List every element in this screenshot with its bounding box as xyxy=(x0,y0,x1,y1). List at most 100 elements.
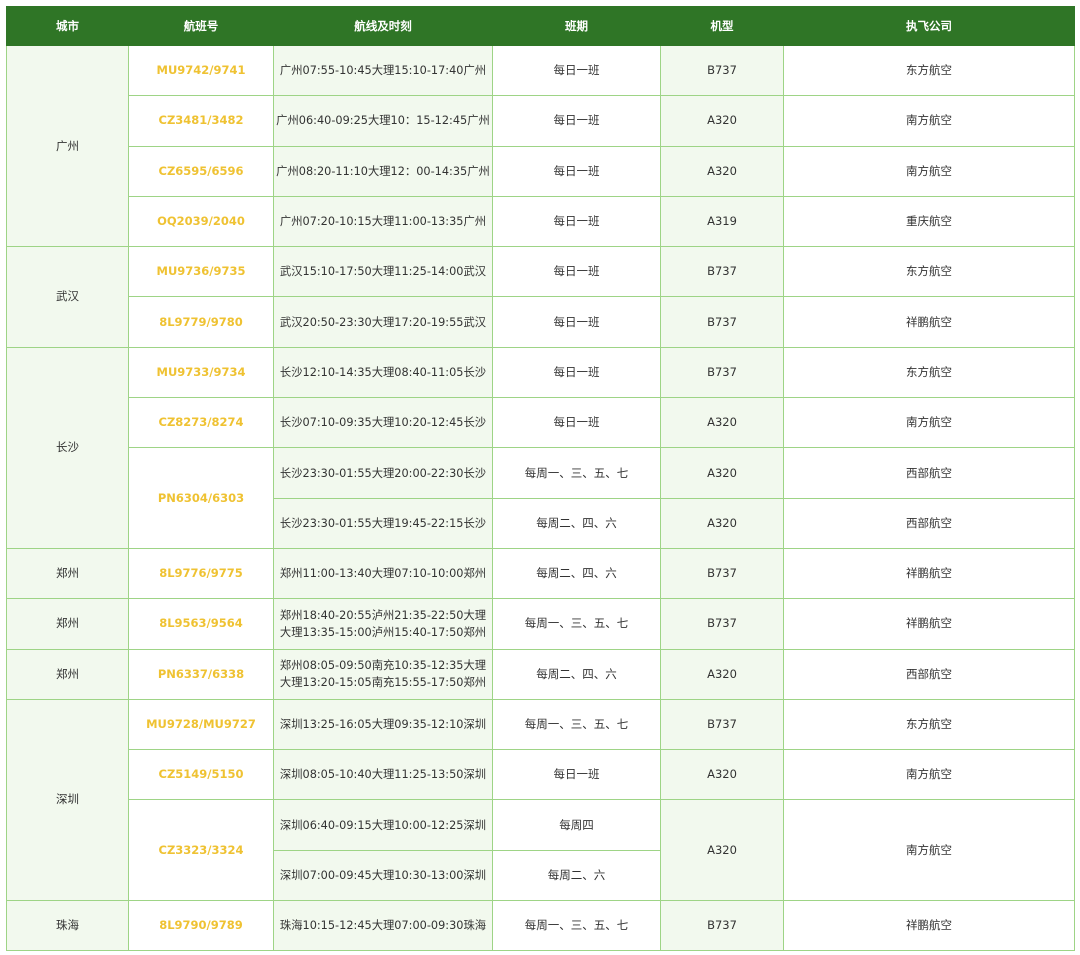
flight-number-cell: CZ8273/8274 xyxy=(128,397,274,449)
flight-number-cell: CZ6595/6596 xyxy=(128,145,274,197)
route-cell: 武汉15:10-17:50大理11:25-14:00武汉 xyxy=(273,246,493,298)
aircraft-cell: B737 xyxy=(660,598,784,650)
aircraft-cell: A320 xyxy=(660,145,784,197)
table-row: CZ5149/5150 深圳08:05-10:40大理11:25-13:50深圳每… xyxy=(7,749,1075,801)
flight-number-cell: 8L9563/9564 xyxy=(128,598,274,650)
schedule-cell: 每周二、四、六 xyxy=(492,648,661,700)
table-row: 广州 MU9742/9741 广州07:55-10:45大理15:10-17:40广… xyxy=(6,44,1075,248)
header-schedule: 班期 xyxy=(492,6,661,46)
airline-cell: 东方航空 xyxy=(783,698,1075,751)
table-row: OQ2039/2040 广州07:20-10:15大理11:00-13:35广州每… xyxy=(7,195,1075,248)
flight-number-cell: 8L9779/9780 xyxy=(128,296,274,348)
schedule-cell: 每周一、三、五、七 xyxy=(492,598,661,650)
route-cell: 广州07:20-10:15大理11:00-13:35广州 xyxy=(273,195,493,248)
airline-cell: 西部航空 xyxy=(783,447,1075,499)
schedule-cell: 每周二、四、六 xyxy=(492,547,661,600)
table-row: 武汉 MU9736/9735 武汉15:10-17:50大理11:25-14:00武… xyxy=(6,246,1075,348)
table-row: 深圳07:00-09:45大理10:30-13:00深圳 每周二、六 xyxy=(7,849,1075,902)
schedule-cell: 每日一班 xyxy=(492,44,661,97)
table-row: 郑州 8L9563/9564 郑州18:40-20:55泸州21:35-22:50大… xyxy=(6,598,1075,650)
flight-number-cell: MU9728/MU9727 xyxy=(128,698,274,751)
airline-cell: 南方航空 xyxy=(783,749,1075,801)
route-cell: 深圳08:05-10:40大理11:25-13:50深圳 xyxy=(273,749,493,801)
route-cell: 广州07:55-10:45大理15:10-17:40广州 xyxy=(273,44,493,97)
flight-number-cell: CZ3323/3324 xyxy=(128,799,274,902)
route-cell: 长沙23:30-01:55大理20:00-22:30长沙 xyxy=(273,447,493,499)
aircraft-cell: B737 xyxy=(660,698,784,751)
route-cell: 郑州11:00-13:40大理07:10-10:00郑州 xyxy=(273,547,493,600)
route-cell: 郑州18:40-20:55泸州21:35-22:50大理 大理13:35-15:… xyxy=(273,598,493,650)
aircraft-cell: A320 xyxy=(660,447,784,499)
header-row: 城市 航班号 航线及时刻 班期 机型 执飞公司 xyxy=(6,6,1075,46)
table-row: 长沙 MU9733/9734 长沙12:10-14:35大理08:40-11:05长… xyxy=(6,346,1075,549)
city-cell: 郑州 xyxy=(6,547,129,600)
table-row: PN6304/6303 长沙23:30-01:55大理20:00-22:30长沙每… xyxy=(7,447,1075,549)
route-cell: 深圳06:40-09:15大理10:00-12:25深圳 xyxy=(273,799,493,851)
aircraft-cell: B737 xyxy=(660,346,784,399)
airline-cell: 西部航空 xyxy=(783,497,1075,549)
airline-cell: 祥鹏航空 xyxy=(783,296,1075,348)
table-row: 长沙23:30-01:55大理19:45-22:15长沙 每周二、四、六 A320 西… xyxy=(7,497,1075,549)
route-cell: 深圳13:25-16:05大理09:35-12:10深圳 xyxy=(273,698,493,751)
schedule-cell: 每日一班 xyxy=(492,296,661,348)
schedule-cell: 每日一班 xyxy=(492,397,661,449)
schedule-cell: 每周二、六 xyxy=(492,849,661,902)
table-row: CZ3481/3482 广州06:40-09:25大理10：15-12:45广州每… xyxy=(7,95,1075,147)
flight-number-cell: CZ3481/3482 xyxy=(128,95,274,147)
flight-number-cell: PN6337/6338 xyxy=(128,648,274,700)
table-row: CZ8273/8274 长沙07:10-09:35大理10:20-12:45长沙每… xyxy=(7,397,1075,449)
aircraft-cell: B737 xyxy=(660,44,784,97)
header-airline: 执飞公司 xyxy=(783,6,1075,46)
airline-cell: 东方航空 xyxy=(783,246,1075,298)
city-cell: 郑州 xyxy=(6,648,129,700)
aircraft-cell: A320 xyxy=(660,95,784,147)
aircraft-cell: B737 xyxy=(660,246,784,298)
header-city: 城市 xyxy=(6,6,129,46)
schedule-cell: 每周一、三、五、七 xyxy=(492,698,661,751)
table-row: CZ3323/3324 深圳06:40-09:15大理10:00-12:25深圳每… xyxy=(7,799,1075,902)
aircraft-cell: B737 xyxy=(660,296,784,348)
aircraft-cell: A320 xyxy=(660,799,784,902)
airline-cell: 西部航空 xyxy=(783,648,1075,700)
table-row: 郑州 PN6337/6338 郑州08:05-09:50南充10:35-12:35大… xyxy=(6,648,1075,700)
schedule-cell: 每日一班 xyxy=(492,346,661,399)
table-row: 珠海 8L9790/9789 珠海10:15-12:45大理07:00-09:30珠… xyxy=(6,900,1075,952)
schedule-cell: 每日一班 xyxy=(492,246,661,298)
city-cell: 深圳 xyxy=(6,698,129,902)
header-route-times: 航线及时刻 xyxy=(273,6,493,46)
schedule-cell: 每日一班 xyxy=(492,195,661,248)
schedule-cell: 每周一、三、五、七 xyxy=(492,447,661,499)
airline-cell: 祥鹏航空 xyxy=(783,598,1075,650)
table-row: CZ6595/6596 广州08:20-11:10大理12：00-14:35广州每… xyxy=(7,145,1075,197)
schedule-cell: 每周二、四、六 xyxy=(492,497,661,549)
city-cell: 武汉 xyxy=(6,246,129,348)
flight-schedule-table: 城市 航班号 航线及时刻 班期 机型 执飞公司 广州 MU9742/9741 广州0… xyxy=(6,6,1075,952)
flight-number-cell: MU9742/9741 xyxy=(128,44,274,97)
route-cell: 长沙23:30-01:55大理19:45-22:15长沙 xyxy=(273,497,493,549)
route-cell: 广州08:20-11:10大理12：00-14:35广州 xyxy=(273,145,493,197)
table-row: 深圳 MU9728/MU9727 深圳13:25-16:05大理09:35-12:1… xyxy=(6,698,1075,902)
flight-number-cell: PN6304/6303 xyxy=(128,447,274,549)
aircraft-cell: B737 xyxy=(660,900,784,952)
city-cell: 郑州 xyxy=(6,598,129,650)
aircraft-cell: A320 xyxy=(660,497,784,549)
airline-cell: 祥鹏航空 xyxy=(783,900,1075,952)
aircraft-cell: A319 xyxy=(660,195,784,248)
route-cell: 长沙07:10-09:35大理10:20-12:45长沙 xyxy=(273,397,493,449)
flight-number-cell: 8L9776/9775 xyxy=(128,547,274,600)
route-cell: 郑州08:05-09:50南充10:35-12:35大理 大理13:20-15:… xyxy=(273,648,493,700)
flight-number-cell: CZ5149/5150 xyxy=(128,749,274,801)
route-cell: 长沙12:10-14:35大理08:40-11:05长沙 xyxy=(273,346,493,399)
airline-cell: 东方航空 xyxy=(783,346,1075,399)
city-cell: 长沙 xyxy=(6,346,129,549)
flight-number-cell: MU9736/9735 xyxy=(128,246,274,298)
header-aircraft: 机型 xyxy=(660,6,784,46)
city-cell: 珠海 xyxy=(6,900,129,952)
airline-cell: 南方航空 xyxy=(783,799,1075,902)
airline-cell: 祥鹏航空 xyxy=(783,547,1075,600)
route-cell: 广州06:40-09:25大理10：15-12:45广州 xyxy=(273,95,493,147)
airline-cell: 南方航空 xyxy=(783,95,1075,147)
route-cell: 深圳07:00-09:45大理10:30-13:00深圳 xyxy=(273,849,493,902)
flight-number-cell: 8L9790/9789 xyxy=(128,900,274,952)
city-cell: 广州 xyxy=(6,44,129,248)
